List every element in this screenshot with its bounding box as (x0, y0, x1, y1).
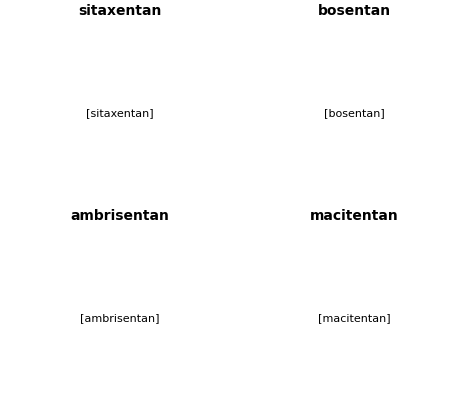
Title: macitentan: macitentan (310, 209, 399, 223)
Title: ambrisentan: ambrisentan (70, 209, 169, 223)
Title: sitaxentan: sitaxentan (78, 4, 161, 18)
Text: [ambrisentan]: [ambrisentan] (80, 313, 159, 323)
Text: [sitaxentan]: [sitaxentan] (86, 108, 154, 118)
Text: [bosentan]: [bosentan] (324, 108, 385, 118)
Text: [macitentan]: [macitentan] (318, 313, 391, 323)
Title: bosentan: bosentan (318, 4, 391, 18)
